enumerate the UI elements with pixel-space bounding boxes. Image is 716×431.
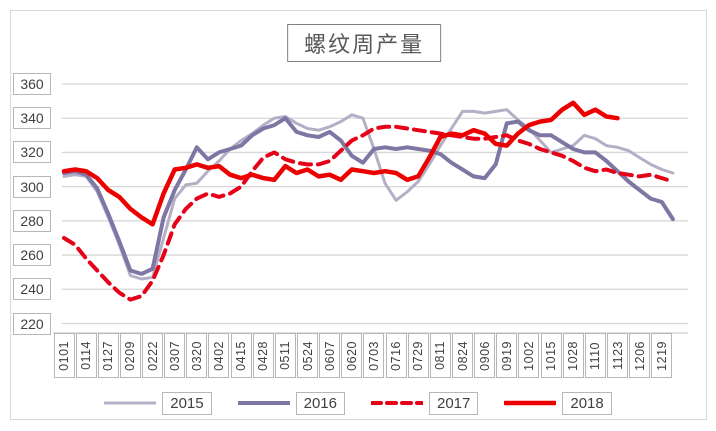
- x-axis-label: 0511: [274, 333, 296, 378]
- y-axis-tick: 240: [13, 278, 51, 301]
- legend-label: 2017: [429, 391, 479, 415]
- x-axis-label: 0703: [363, 333, 385, 378]
- x-axis-label: 1206: [629, 333, 651, 378]
- series-line-2017: [62, 124, 675, 302]
- x-axis-label: 0729: [407, 333, 429, 378]
- x-axis-label: 0320: [186, 333, 208, 378]
- legend-item-2016: 2016: [237, 391, 345, 415]
- legend-swatch: [504, 400, 557, 406]
- y-axis-tick: 340: [13, 107, 51, 130]
- x-axis-label: 1002: [518, 333, 540, 378]
- x-axis-label: 0607: [319, 333, 341, 378]
- x-axis-label: 0415: [230, 333, 252, 378]
- x-axis-label: 0127: [97, 333, 119, 378]
- legend-swatch: [237, 401, 290, 405]
- x-axis-label: 0811: [429, 333, 451, 378]
- x-axis-label: 1110: [584, 333, 606, 378]
- legend: 2015 2016 2017 2018: [0, 390, 716, 416]
- x-axis-label: 0524: [297, 333, 319, 378]
- x-axis-label: 0209: [119, 333, 141, 378]
- x-axis-label: 0824: [452, 333, 474, 378]
- y-axis-tick: 300: [13, 175, 51, 198]
- x-axis-label: 0402: [208, 333, 230, 378]
- x-axis-label: 0428: [252, 333, 274, 378]
- x-axis-label: 0906: [474, 333, 496, 378]
- x-axis-label: 1015: [540, 333, 562, 378]
- x-axis-label: 0620: [341, 333, 363, 378]
- y-axis-tick: 220: [13, 312, 51, 335]
- chart-title: 螺纹周产量: [287, 24, 442, 62]
- legend-label: 2016: [295, 391, 345, 415]
- y-axis-tick: 280: [13, 209, 51, 232]
- x-axis-label: 0101: [53, 333, 75, 378]
- legend-item-2015: 2015: [104, 391, 212, 415]
- y-axis-tick: 320: [13, 141, 51, 164]
- x-axis-label: 0307: [164, 333, 186, 378]
- x-axis-label: 1219: [651, 333, 673, 378]
- series-line-2018: [61, 100, 620, 227]
- x-axis-label: 0222: [142, 333, 164, 378]
- x-axis-label: 1123: [607, 333, 628, 378]
- legend-label: 2018: [562, 391, 612, 415]
- y-axis-tick: 260: [13, 244, 51, 267]
- x-axis-label: 0716: [385, 333, 407, 378]
- x-axis-label: 0114: [75, 333, 97, 378]
- y-axis-tick: 360: [13, 73, 51, 95]
- legend-swatch: [371, 401, 423, 405]
- series-line-2016: [62, 116, 675, 276]
- legend-label: 2015: [162, 391, 212, 415]
- legend-swatch: [104, 401, 157, 405]
- legend-item-2017: 2017: [371, 391, 479, 415]
- legend-item-2018: 2018: [504, 391, 612, 415]
- x-axis-label: 0919: [496, 333, 518, 378]
- x-axis-label: 1028: [562, 333, 584, 378]
